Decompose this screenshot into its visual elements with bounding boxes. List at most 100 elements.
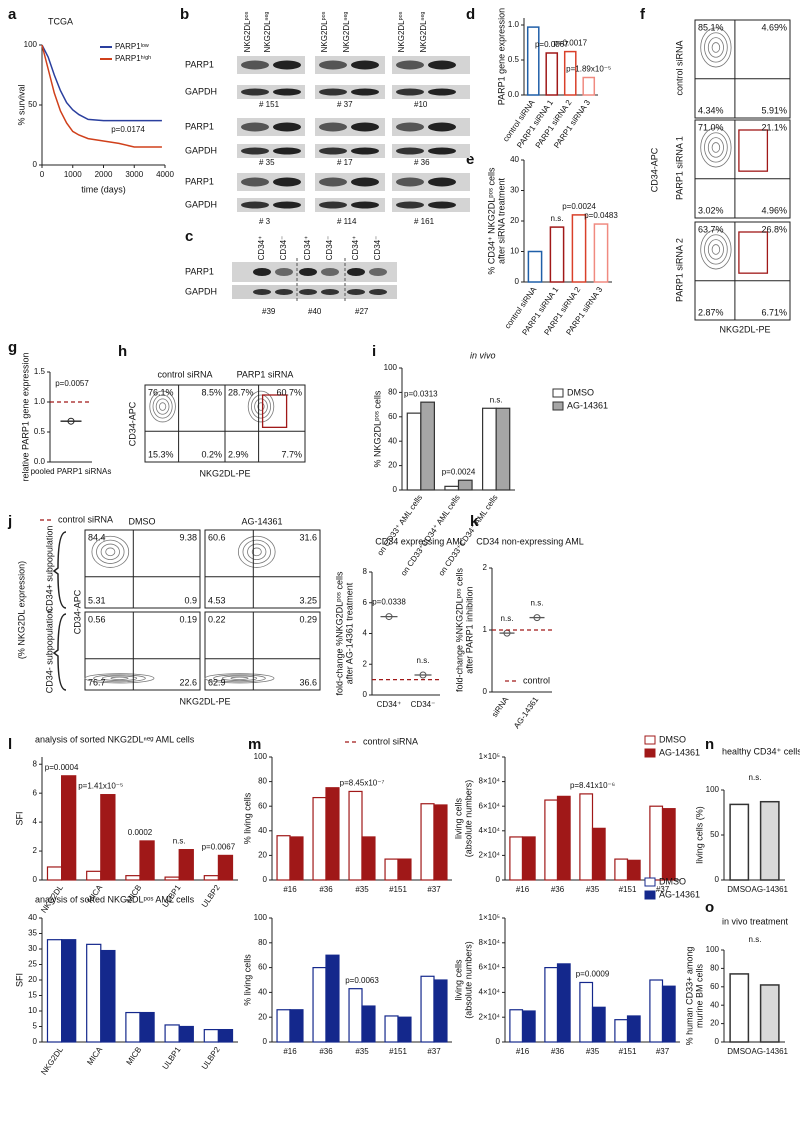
y-tick-label: 0 (33, 875, 38, 884)
bar (217, 1028, 234, 1043)
lane-header: CD34⁻ (373, 236, 382, 261)
bar (361, 1005, 376, 1043)
contour (247, 543, 267, 561)
annotation: p=0.0338 (372, 598, 406, 607)
y-tick-label: 30 (510, 186, 519, 195)
quadrant-value: 6.71% (761, 307, 787, 317)
sample-id: #40 (308, 307, 322, 316)
x-tick-label: AG-14361 (752, 885, 789, 894)
flow-frame (204, 611, 321, 691)
x-tick-label: CD34⁺ (377, 700, 402, 709)
blot-band (241, 201, 269, 209)
annotation: n.s. (531, 599, 544, 608)
row-label: GAPDH (185, 145, 217, 155)
blot-band (396, 60, 424, 70)
sample-id: # 114 (337, 217, 357, 226)
y-tick-label: 40 (510, 155, 519, 164)
blot-strip (315, 144, 385, 158)
x-tick-label: DMSO (727, 1047, 751, 1056)
bar (433, 979, 448, 1043)
bar (593, 223, 609, 283)
panel-label: h (118, 343, 127, 360)
plot-label: control siRNA (674, 40, 684, 95)
annotation: p=0.0004 (45, 763, 79, 772)
contour (230, 676, 249, 680)
quadrant-value: 5.31 (88, 595, 106, 605)
bar (397, 1016, 412, 1043)
quadrant-value: 60.7% (276, 387, 302, 397)
column-label: DMSO (129, 516, 156, 526)
legend-swatch (644, 877, 656, 887)
survival-line (41, 44, 162, 148)
bar (397, 858, 412, 881)
bar (139, 840, 155, 881)
blot-strip (315, 56, 385, 74)
y-tick-label: 1 (483, 625, 488, 634)
x-tick-label: #37 (427, 1047, 441, 1056)
blot-band (396, 122, 424, 132)
quadrant-value: 60.6 (208, 532, 226, 542)
blot-strip (237, 118, 305, 136)
blot-band (347, 289, 365, 295)
x-tick-label: #36 (551, 885, 565, 894)
y-axis-label: after PARP1 inhibition (464, 586, 474, 673)
bar (276, 1009, 291, 1043)
contour (251, 547, 262, 557)
bar (549, 226, 565, 283)
y-tick-label: 10 (510, 247, 519, 256)
bar (556, 963, 571, 1043)
blot-strip (237, 144, 305, 158)
annotation: p=1.41x10⁻⁵ (78, 782, 123, 791)
y-tick-label: 6 (363, 598, 368, 607)
quadrant-value: 15.3% (148, 449, 174, 459)
quadrant-value: 4.69% (761, 22, 787, 32)
bar (348, 790, 363, 881)
y-axis-label: SFI (14, 973, 24, 987)
bar (420, 975, 435, 1043)
bar (626, 859, 641, 881)
contour (257, 402, 265, 411)
annotation: p=0.0017 (553, 39, 587, 48)
y-tick-label: 20 (258, 851, 267, 860)
x-tick-label: #36 (319, 1047, 333, 1056)
bar (544, 966, 559, 1043)
x-tick-label: 3000 (125, 170, 143, 179)
y-tick-label: 4×10⁴ (479, 988, 501, 997)
bar (527, 250, 543, 283)
y-tick-label: 0.0 (508, 90, 520, 99)
chart-title: analysis of sorted NKG2DLᵖᵒˢ AML cells (35, 894, 195, 904)
y-tick-label: 40 (28, 913, 37, 922)
bar (591, 827, 606, 881)
legend-label: DMSO (567, 387, 594, 397)
flow-frame (694, 119, 791, 219)
y-tick-label: 0 (33, 160, 38, 169)
blot-band (319, 122, 347, 132)
quadrant-value: 2.87% (698, 307, 724, 317)
quadrant-value: 63.7% (698, 224, 724, 234)
x-tick-label: 2000 (95, 170, 113, 179)
panel-label: b (180, 6, 189, 23)
plot-label: PARP1 siRNA (237, 369, 294, 379)
flow-frame (204, 529, 321, 609)
plot-label: PARP1 siRNA 2 (674, 238, 684, 302)
row-label: GAPDH (185, 286, 217, 296)
bar (178, 849, 194, 881)
blot-band (396, 201, 424, 209)
contour (237, 535, 276, 568)
bar (289, 1009, 304, 1043)
chart-title: analysis of sorted NKG2DLⁿᵉᵍ AML cells (35, 734, 195, 744)
bar (729, 973, 750, 1043)
annotation: p=0.0057 (55, 379, 89, 388)
y-tick-label: 1.0 (34, 397, 46, 406)
blot-band (351, 147, 379, 155)
legend-label: control siRNA (58, 514, 113, 524)
x-tick-label: NKG2DL (39, 1045, 65, 1077)
bar (759, 984, 780, 1043)
quadrant-value: 5.91% (761, 105, 787, 115)
y-tick-label: 80 (710, 964, 719, 973)
contour (247, 390, 275, 423)
bar (563, 50, 577, 96)
bar (571, 214, 587, 283)
contour (213, 674, 266, 683)
blot-band (396, 177, 424, 187)
